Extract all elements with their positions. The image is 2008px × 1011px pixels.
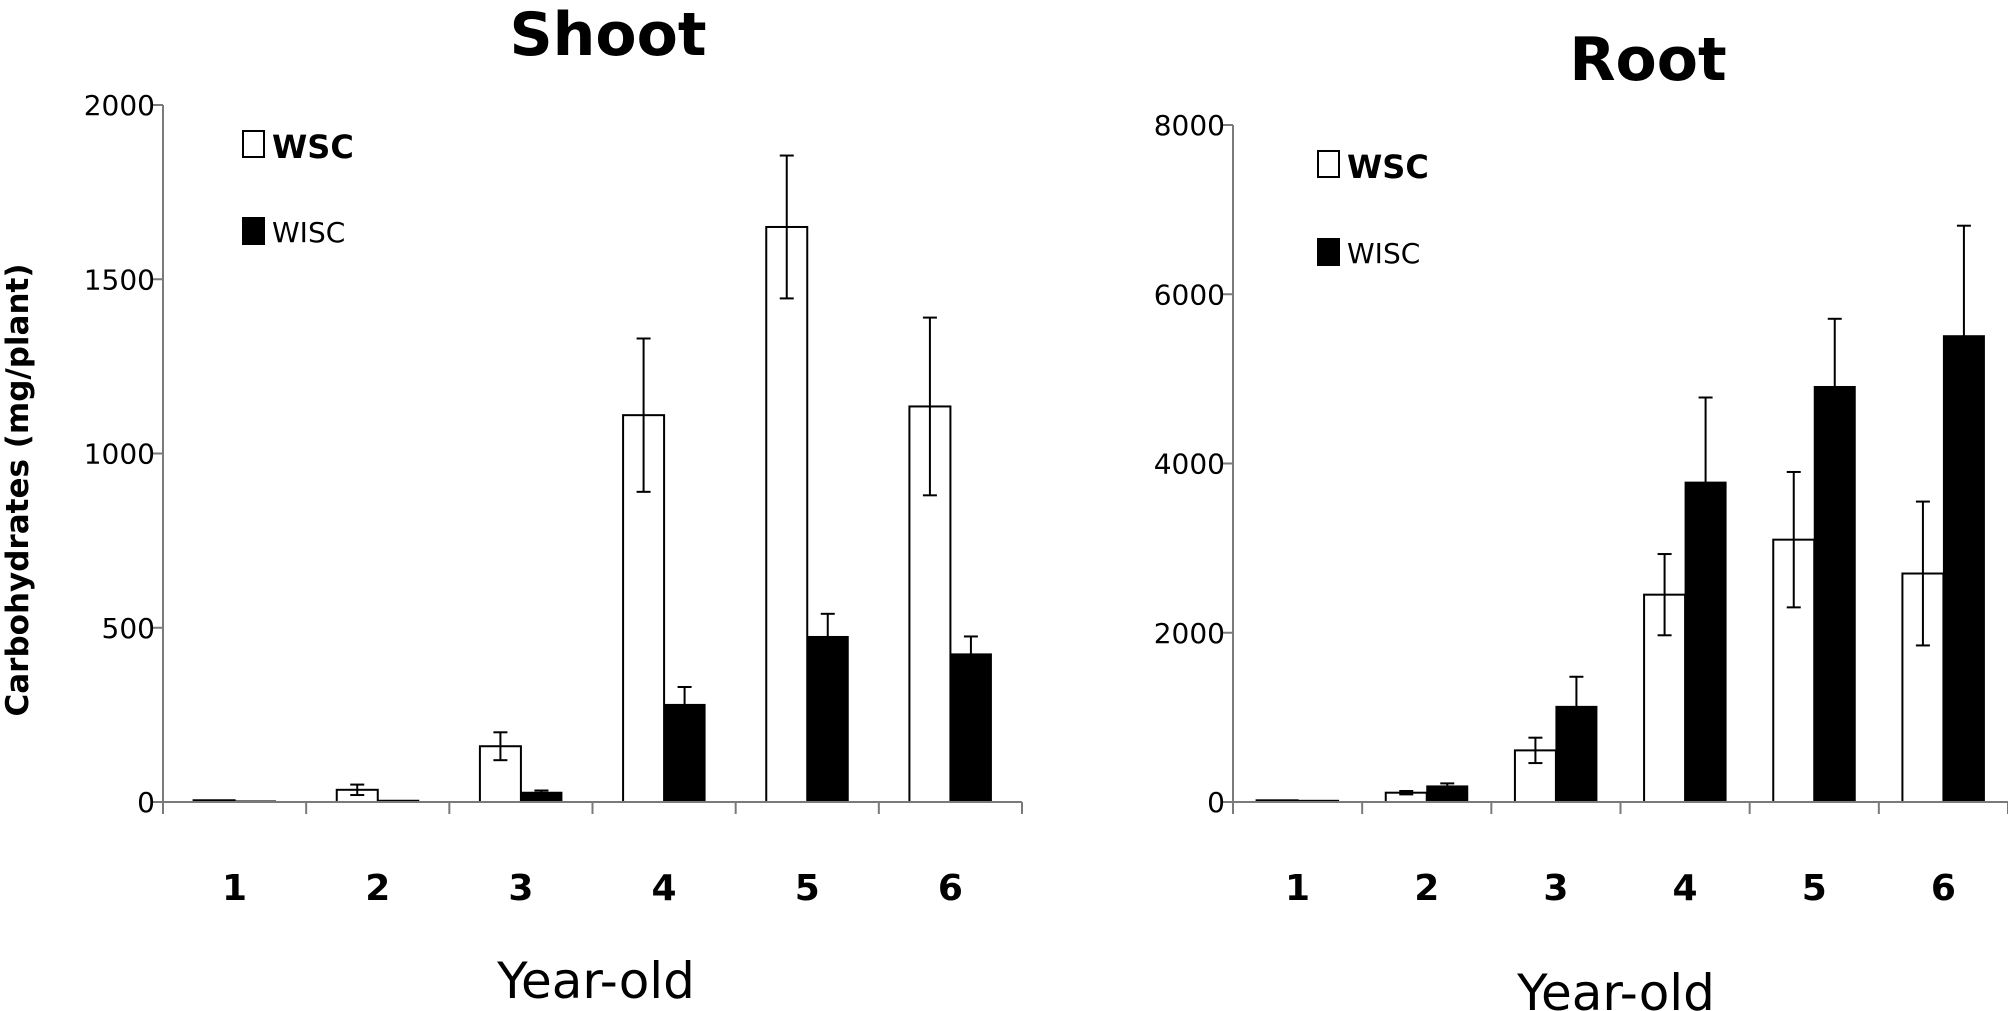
root-x-tick-label: 1 (1285, 868, 1310, 909)
shoot-bar-wisc-5 (806, 635, 849, 803)
root-x-tick-label: 5 (1802, 868, 1827, 909)
root-legend-wisc-swatch (1317, 238, 1340, 266)
shoot-y-tick-label: 1000 (84, 438, 155, 471)
shoot-y-tick-label: 2000 (84, 89, 155, 122)
shoot-legend-wsc-swatch (242, 130, 265, 158)
root-x-axis-label: Year-old (1516, 964, 1715, 1011)
shoot-bars (192, 154, 992, 804)
root-y-tick-label: 0 (1207, 786, 1225, 819)
shoot-x-tick-label: 6 (938, 868, 963, 909)
shoot-chart: Shoot Carbohydrates (mg/plant) Year-old … (0, 0, 1023, 1010)
shoot-y-tick-label: 500 (102, 612, 155, 645)
shoot-y-tick-label: 0 (137, 786, 155, 819)
root-y-tick-label: 2000 (1154, 617, 1225, 650)
shoot-y-tick-label: 1500 (84, 263, 155, 296)
root-y-tick-label: 4000 (1154, 448, 1225, 481)
shoot-legend-wisc-swatch (242, 217, 265, 245)
root-x-tick-label: 2 (1414, 868, 1439, 909)
root-x-tick-label: 3 (1543, 868, 1568, 909)
root-legend-wsc-swatch (1317, 150, 1340, 178)
root-x-tick-label: 4 (1673, 868, 1698, 909)
root-chart: Root Year-old WSC WISC 0 2000 4000 6000 8000… (1154, 25, 2008, 1011)
root-bar-wisc-5 (1813, 385, 1856, 803)
shoot-legend: WSC WISC (242, 128, 354, 249)
root-title: Root (1569, 25, 1726, 95)
root-legend-wsc-label: WSC (1347, 148, 1429, 186)
shoot-title: Shoot (509, 0, 706, 70)
shoot-bar-wsc-5 (765, 225, 809, 804)
root-bars (1255, 224, 1985, 804)
shoot-legend-wsc-label: WSC (272, 128, 354, 166)
shoot-x-axis-label: Year-old (496, 952, 695, 1010)
shoot-x-tick-label: 5 (795, 868, 820, 909)
root-legend-wisc-label: WISC (1347, 237, 1420, 270)
shoot-x-tick-label: 2 (365, 868, 390, 909)
shoot-legend-wisc-label: WISC (272, 216, 345, 249)
root-axes: 0 2000 4000 6000 8000 1 2 3 4 5 6 (1154, 109, 2008, 909)
root-y-tick-label: 8000 (1154, 109, 1225, 142)
shoot-bar-wisc-6 (949, 653, 992, 803)
shoot-y-axis-label: Carbohydrates (mg/plant) (0, 264, 36, 717)
shoot-x-tick-label: 4 (652, 868, 677, 909)
shoot-axes: 0 500 1000 1500 2000 1 2 3 4 5 6 (84, 89, 1023, 909)
root-x-tick-label: 6 (1931, 868, 1956, 909)
root-legend: WSC WISC (1317, 148, 1429, 270)
root-y-tick-label: 6000 (1154, 278, 1225, 311)
shoot-x-tick-label: 1 (222, 868, 247, 909)
shoot-x-tick-label: 3 (508, 868, 533, 909)
